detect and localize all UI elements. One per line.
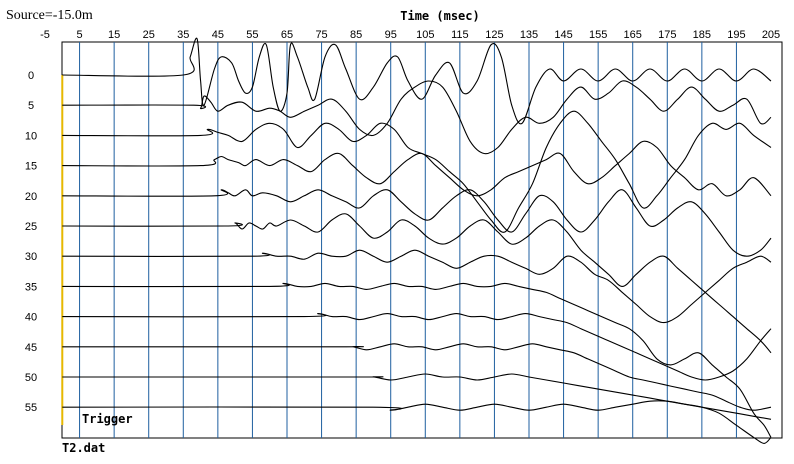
- file-name: T2.dat: [62, 441, 105, 455]
- x-tick-label: 55: [246, 29, 258, 41]
- trace-20: [62, 189, 772, 257]
- trace-10: [62, 110, 772, 233]
- x-tick-label: 95: [385, 29, 397, 41]
- x-tick-label: 175: [658, 29, 676, 41]
- x-tick-label: 115: [451, 29, 469, 41]
- trace-45: [62, 343, 772, 411]
- y-tick-label: 55: [25, 402, 37, 414]
- y-tick-label: 40: [25, 312, 37, 324]
- trace-30: [62, 249, 772, 324]
- x-tick-label: 195: [727, 29, 745, 41]
- seismic-traces: [62, 37, 772, 444]
- x-tick-label: 105: [416, 29, 434, 41]
- y-tick-label: 35: [25, 281, 37, 293]
- x-tick-label: 25: [143, 29, 155, 41]
- x-tick-label: 135: [520, 29, 538, 41]
- x-tick-label: 185: [693, 29, 711, 41]
- x-tick-labels: -5 5 15 25 35 45 55 65 75 85 95 105 115 125 135 145 155 1…: [40, 29, 780, 41]
- y-tick-label: 0: [28, 70, 34, 82]
- trace-55: [62, 400, 772, 444]
- y-tick-label: 30: [25, 251, 37, 263]
- trace-0: [62, 37, 772, 125]
- y-tick-labels: 0 5 10 15 20 25 30 35 40 45 50 55: [25, 70, 37, 414]
- source-label: Source=-15.0m: [6, 8, 93, 23]
- y-tick-label: 5: [28, 100, 34, 112]
- x-tick-label: 65: [281, 29, 293, 41]
- trace-25: [62, 213, 772, 354]
- y-tick-label: 45: [25, 342, 37, 354]
- x-tick-label: 85: [350, 29, 362, 41]
- x-tick-label: 155: [589, 29, 607, 41]
- x-tick-label: 125: [485, 29, 503, 41]
- x-tick-label: 75: [315, 29, 327, 41]
- trace-35: [62, 282, 772, 438]
- x-tick-label: 15: [108, 29, 120, 41]
- y-tick-label: 50: [25, 372, 37, 384]
- x-tick-label: 45: [212, 29, 224, 41]
- y-tick-label: 15: [25, 161, 37, 173]
- axis-title: Time (msec): [400, 9, 479, 23]
- x-tick-label: 205: [762, 29, 780, 41]
- trigger-label: Trigger: [82, 412, 133, 426]
- x-tick-label: 35: [177, 29, 189, 41]
- x-tick-label: 5: [77, 29, 83, 41]
- trace-40: [62, 313, 772, 381]
- y-tick-label: 10: [25, 130, 37, 142]
- trace-5: [62, 80, 772, 155]
- y-tick-label: 25: [25, 221, 37, 233]
- x-tick-label: 145: [554, 29, 572, 41]
- grid-lines: [79, 42, 737, 438]
- x-tick-label: -5: [40, 29, 50, 41]
- trace-15: [62, 140, 772, 197]
- x-tick-label: 165: [624, 29, 642, 41]
- y-tick-label: 20: [25, 191, 37, 203]
